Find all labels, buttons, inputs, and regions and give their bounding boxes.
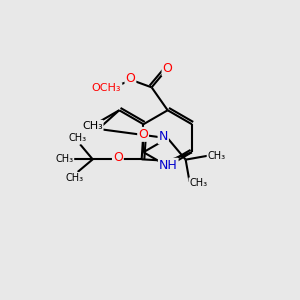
- Text: CH₃: CH₃: [208, 151, 226, 161]
- Text: CH₃: CH₃: [68, 134, 86, 143]
- Text: CH₃: CH₃: [55, 154, 74, 164]
- Text: CH₃: CH₃: [189, 178, 207, 188]
- Text: CH₃: CH₃: [82, 121, 103, 131]
- Text: O: O: [163, 62, 172, 75]
- Text: N: N: [159, 130, 168, 143]
- Text: O: O: [138, 128, 148, 141]
- Text: OCH₃: OCH₃: [92, 83, 122, 93]
- Text: O: O: [113, 152, 123, 164]
- Text: O: O: [125, 72, 135, 85]
- Text: NH: NH: [159, 159, 178, 172]
- Text: CH₃: CH₃: [66, 173, 84, 183]
